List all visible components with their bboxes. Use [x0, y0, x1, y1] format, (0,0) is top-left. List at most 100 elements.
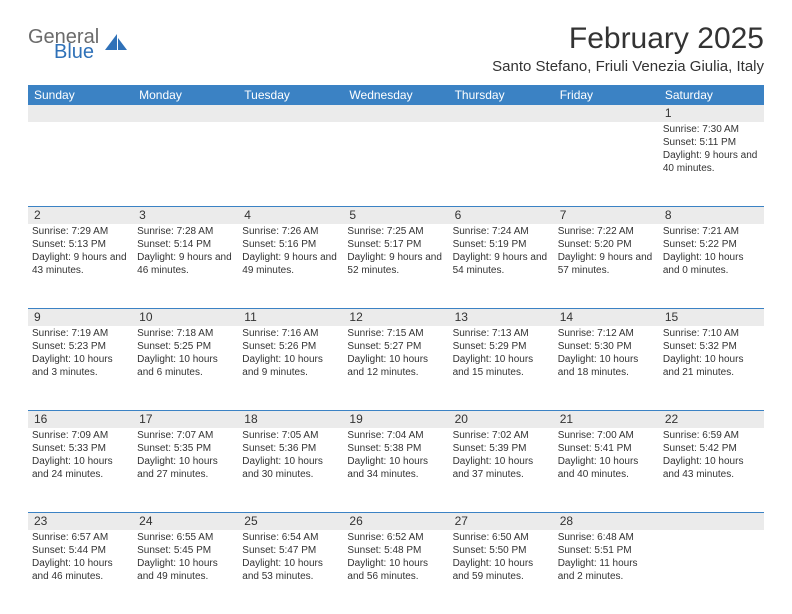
- month-title: February 2025: [492, 22, 764, 56]
- daynum-row: 9101112131415: [28, 309, 764, 326]
- day-cell: Sunrise: 7:05 AMSunset: 5:36 PMDaylight:…: [238, 428, 343, 512]
- day-cell: Sunrise: 7:25 AMSunset: 5:17 PMDaylight:…: [343, 224, 448, 308]
- day-info-line: Daylight: 10 hours and 3 minutes.: [32, 353, 129, 379]
- day-cell: Sunrise: 7:15 AMSunset: 5:27 PMDaylight:…: [343, 326, 448, 410]
- day-info-line: Sunrise: 7:30 AM: [663, 123, 760, 136]
- day-info-line: Sunset: 5:22 PM: [663, 238, 760, 251]
- day-info-line: Daylight: 10 hours and 40 minutes.: [558, 455, 655, 481]
- day-number: [449, 105, 554, 122]
- week-row: 232425262728Sunrise: 6:57 AMSunset: 5:44…: [28, 513, 764, 614]
- day-number: [238, 105, 343, 122]
- day-info-line: Sunset: 5:30 PM: [558, 340, 655, 353]
- day-info-line: Sunrise: 7:28 AM: [137, 225, 234, 238]
- day-info-line: Sunrise: 7:26 AM: [242, 225, 339, 238]
- day-info-line: Daylight: 10 hours and 24 minutes.: [32, 455, 129, 481]
- day-info-line: Sunrise: 7:02 AM: [453, 429, 550, 442]
- day-info-line: Daylight: 9 hours and 49 minutes.: [242, 251, 339, 277]
- day-info-line: Daylight: 11 hours and 2 minutes.: [558, 557, 655, 583]
- day-number: 2: [28, 207, 133, 224]
- day-info-line: Daylight: 10 hours and 56 minutes.: [347, 557, 444, 583]
- day-info-line: Sunset: 5:29 PM: [453, 340, 550, 353]
- day-cell: Sunrise: 7:21 AMSunset: 5:22 PMDaylight:…: [659, 224, 764, 308]
- day-number: 15: [659, 309, 764, 326]
- day-info-line: Sunset: 5:11 PM: [663, 136, 760, 149]
- day-cell: Sunrise: 6:52 AMSunset: 5:48 PMDaylight:…: [343, 530, 448, 614]
- weekday-header: Friday: [554, 85, 659, 105]
- day-info-line: Sunset: 5:35 PM: [137, 442, 234, 455]
- day-info-line: Sunset: 5:51 PM: [558, 544, 655, 557]
- day-number: 10: [133, 309, 238, 326]
- day-number: [554, 105, 659, 122]
- day-number: 22: [659, 411, 764, 428]
- header: General Blue February 2025 Santo Stefano…: [28, 22, 764, 75]
- day-number: 20: [449, 411, 554, 428]
- day-info-line: Daylight: 10 hours and 0 minutes.: [663, 251, 760, 277]
- day-info-line: Sunset: 5:25 PM: [137, 340, 234, 353]
- day-number: [28, 105, 133, 122]
- daynum-row: 1: [28, 105, 764, 122]
- day-info-line: Sunrise: 6:54 AM: [242, 531, 339, 544]
- day-cell: Sunrise: 7:12 AMSunset: 5:30 PMDaylight:…: [554, 326, 659, 410]
- day-cell: [554, 122, 659, 206]
- day-info-line: Daylight: 10 hours and 30 minutes.: [242, 455, 339, 481]
- week-row: 9101112131415Sunrise: 7:19 AMSunset: 5:2…: [28, 309, 764, 411]
- daynum-row: 16171819202122: [28, 411, 764, 428]
- weekday-header: Monday: [133, 85, 238, 105]
- day-info-line: Daylight: 10 hours and 46 minutes.: [32, 557, 129, 583]
- day-info-line: Daylight: 10 hours and 9 minutes.: [242, 353, 339, 379]
- day-info-line: Daylight: 9 hours and 54 minutes.: [453, 251, 550, 277]
- day-info-line: Sunset: 5:48 PM: [347, 544, 444, 557]
- day-info-line: Sunset: 5:26 PM: [242, 340, 339, 353]
- week-row: 16171819202122Sunrise: 7:09 AMSunset: 5:…: [28, 411, 764, 513]
- weekday-header: Saturday: [659, 85, 764, 105]
- day-info-line: Daylight: 9 hours and 52 minutes.: [347, 251, 444, 277]
- day-cell: Sunrise: 7:02 AMSunset: 5:39 PMDaylight:…: [449, 428, 554, 512]
- day-info-line: Sunrise: 6:59 AM: [663, 429, 760, 442]
- daynum-row: 232425262728: [28, 513, 764, 530]
- day-number: 13: [449, 309, 554, 326]
- day-info-line: Sunset: 5:45 PM: [137, 544, 234, 557]
- day-info-line: Sunrise: 7:19 AM: [32, 327, 129, 340]
- day-cell: [238, 122, 343, 206]
- day-number: 17: [133, 411, 238, 428]
- weekday-header: Tuesday: [238, 85, 343, 105]
- day-info-line: Sunrise: 7:15 AM: [347, 327, 444, 340]
- day-number: [343, 105, 448, 122]
- day-number: 7: [554, 207, 659, 224]
- day-info-line: Daylight: 10 hours and 15 minutes.: [453, 353, 550, 379]
- day-info-line: Sunset: 5:32 PM: [663, 340, 760, 353]
- day-number: 14: [554, 309, 659, 326]
- day-info-line: Sunset: 5:33 PM: [32, 442, 129, 455]
- day-info-line: Daylight: 10 hours and 27 minutes.: [137, 455, 234, 481]
- day-cell: [28, 122, 133, 206]
- day-info-line: Sunset: 5:17 PM: [347, 238, 444, 251]
- day-cell: Sunrise: 7:10 AMSunset: 5:32 PMDaylight:…: [659, 326, 764, 410]
- day-cell: Sunrise: 7:04 AMSunset: 5:38 PMDaylight:…: [343, 428, 448, 512]
- day-info-line: Sunset: 5:47 PM: [242, 544, 339, 557]
- day-info-line: Daylight: 10 hours and 37 minutes.: [453, 455, 550, 481]
- day-info-line: Daylight: 10 hours and 34 minutes.: [347, 455, 444, 481]
- day-info-line: Sunset: 5:16 PM: [242, 238, 339, 251]
- day-info-line: Sunset: 5:14 PM: [137, 238, 234, 251]
- logo-line2: Blue: [54, 43, 99, 62]
- day-info-line: Daylight: 10 hours and 6 minutes.: [137, 353, 234, 379]
- weekday-header: Sunday: [28, 85, 133, 105]
- day-number: 25: [238, 513, 343, 530]
- day-cell: Sunrise: 7:16 AMSunset: 5:26 PMDaylight:…: [238, 326, 343, 410]
- day-number: 16: [28, 411, 133, 428]
- day-info-line: Sunrise: 6:48 AM: [558, 531, 655, 544]
- day-number: 3: [133, 207, 238, 224]
- day-info-line: Sunset: 5:13 PM: [32, 238, 129, 251]
- day-info-line: Sunset: 5:23 PM: [32, 340, 129, 353]
- week-row: 2345678Sunrise: 7:29 AMSunset: 5:13 PMDa…: [28, 207, 764, 309]
- day-info-line: Sunset: 5:36 PM: [242, 442, 339, 455]
- day-info-line: Daylight: 9 hours and 43 minutes.: [32, 251, 129, 277]
- daynum-row: 2345678: [28, 207, 764, 224]
- day-info-line: Daylight: 10 hours and 12 minutes.: [347, 353, 444, 379]
- day-info-line: Daylight: 10 hours and 53 minutes.: [242, 557, 339, 583]
- day-cell: Sunrise: 7:00 AMSunset: 5:41 PMDaylight:…: [554, 428, 659, 512]
- day-number: 12: [343, 309, 448, 326]
- day-cell: Sunrise: 7:19 AMSunset: 5:23 PMDaylight:…: [28, 326, 133, 410]
- location: Santo Stefano, Friuli Venezia Giulia, It…: [492, 58, 764, 75]
- day-number: 4: [238, 207, 343, 224]
